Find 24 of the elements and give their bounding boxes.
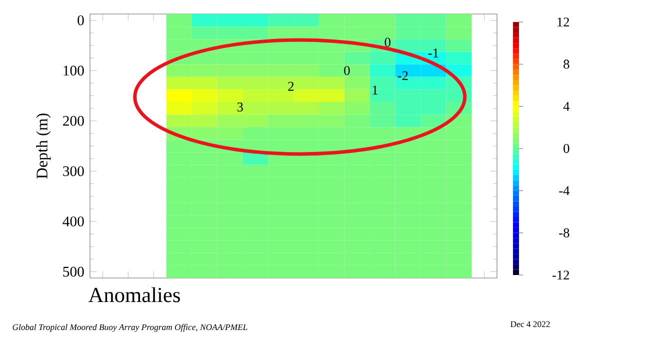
annotation: 1 <box>372 86 378 94</box>
y-tick-label: 500 <box>63 266 84 277</box>
text: Anomalies <box>88 287 180 302</box>
color-bar-label: 12 <box>558 18 570 26</box>
y-tick-label: 400 <box>62 216 84 226</box>
y-tick-label: 300 <box>63 166 84 176</box>
y-tick-label: 200 <box>63 116 84 126</box>
y-tick-label: 100 <box>64 66 84 76</box>
annotation: 2 <box>288 82 294 91</box>
annotation: 3 <box>237 102 243 112</box>
color-bar-label: -12 <box>552 270 570 280</box>
annotation: 0 <box>384 38 390 47</box>
color-bar-label: -8 <box>559 228 570 238</box>
color-bar-label: 4 <box>563 102 570 111</box>
color-bar-label: 0 <box>564 144 570 153</box>
color-bar-label: 8 <box>564 60 570 69</box>
color-bar-label: -4 <box>559 186 570 196</box>
annotation: 0 <box>344 66 350 76</box>
annotation: -1 <box>428 48 438 58</box>
y-tick-label: 0 <box>78 15 84 26</box>
y-axis-title: Depth (m) <box>36 114 51 179</box>
text: Dec 4 2022 <box>510 321 550 328</box>
annotation: -2 <box>398 71 408 80</box>
text: Global Tropical Moored Buoy Array Program Office, NOAA/PMEL <box>12 324 248 332</box>
